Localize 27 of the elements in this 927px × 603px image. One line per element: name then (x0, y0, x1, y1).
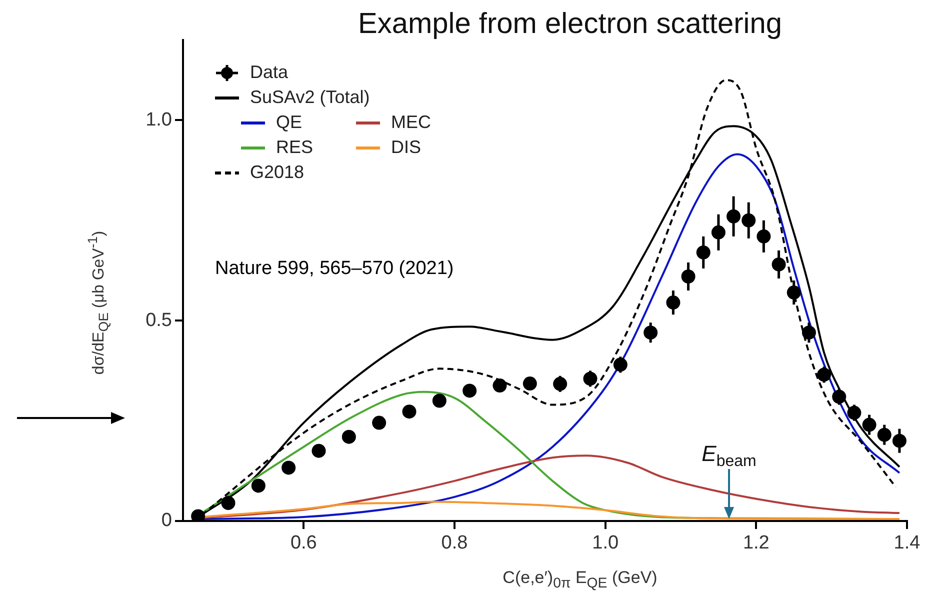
legend-label: DIS (391, 137, 422, 158)
point (221, 496, 236, 510)
x-tick-label: 0.8 (441, 532, 468, 554)
x-tick-label: 1.4 (894, 532, 921, 554)
legend-label: Data (250, 62, 288, 83)
x-tick-label: 1.2 (742, 532, 770, 554)
point (312, 444, 326, 458)
point (462, 384, 477, 398)
chart-title: Example from electron scattering (357, 8, 783, 41)
y-tick-label: 1.0 (146, 109, 172, 130)
x-tick-label: 1.0 (592, 532, 619, 554)
y-tick-label: 0.5 (146, 310, 172, 331)
point (402, 404, 416, 419)
point (342, 430, 356, 444)
point (432, 394, 446, 408)
legend-label: RES (276, 137, 314, 158)
point (372, 416, 386, 430)
annotation: Nature 599, 565–570 (2021) (215, 258, 454, 280)
point (251, 478, 266, 493)
x-axis-title: C(e,e′)$_{0π}$ E$_{QE}$ (GeV) (502, 568, 658, 592)
y-tick-label: 0 (161, 510, 172, 532)
legend-label: MEC (391, 112, 432, 133)
x-tick-label: 0.6 (290, 532, 317, 554)
legend-label: QE (276, 112, 302, 133)
legend-label: SuSAv2 (Total) (250, 87, 370, 108)
point (282, 460, 296, 475)
legend-label: G2018 (250, 162, 304, 183)
